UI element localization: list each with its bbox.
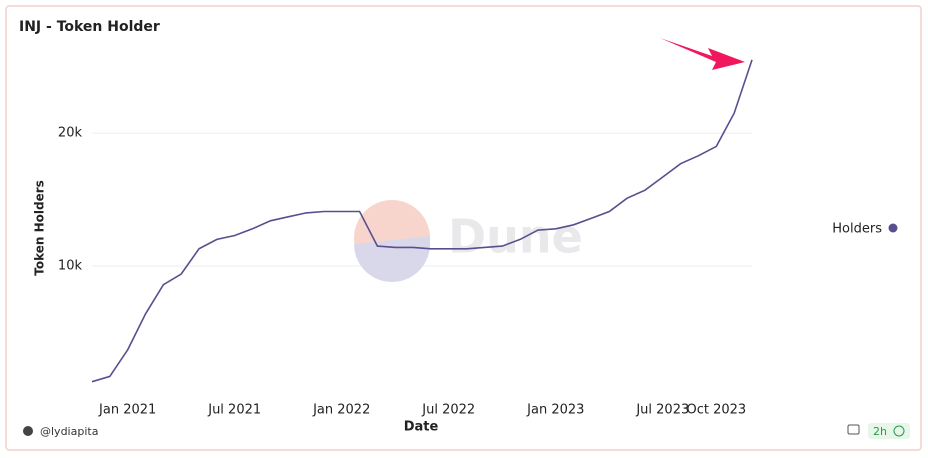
x-axis-label: Date [404,420,439,435]
x-tick-label: Jul 2023 [635,403,689,418]
y-tick-label: 20k [58,126,83,141]
x-tick-label: Jan 2023 [526,403,584,418]
x-tick-label: Jan 2022 [312,403,370,418]
watermark: Dune [448,210,583,264]
card [5,5,922,451]
y-tick-label: 10k [58,259,83,274]
x-tick-label: Jan 2021 [98,403,156,418]
legend-swatch [888,223,898,233]
x-tick-label: Jul 2021 [207,403,261,418]
refresh-check [893,425,905,437]
legend-label: Holders [832,222,882,237]
line [91,59,753,383]
author-avatar [23,426,33,436]
x-tick-label: Jul 2022 [421,403,475,418]
annotation-arrow [660,38,745,70]
x-tick-label: Oct 2023 [686,403,746,418]
chart-title: INJ - Token Holder [19,19,160,35]
refresh-time: 2h [873,425,887,438]
y-axis-label: Token Holders [33,180,47,276]
refresh-badge [868,423,910,439]
author[interactable]: @lydiapita [40,425,98,438]
screenshot-icon[interactable] [847,424,860,435]
